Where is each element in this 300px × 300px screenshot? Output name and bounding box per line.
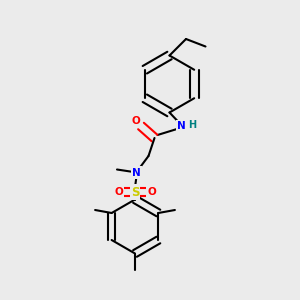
Text: N: N bbox=[177, 121, 186, 131]
Text: O: O bbox=[131, 116, 140, 127]
Text: S: S bbox=[131, 185, 139, 199]
Text: O: O bbox=[147, 187, 156, 197]
Text: N: N bbox=[132, 167, 141, 178]
Text: H: H bbox=[188, 119, 196, 130]
Text: O: O bbox=[114, 187, 123, 197]
